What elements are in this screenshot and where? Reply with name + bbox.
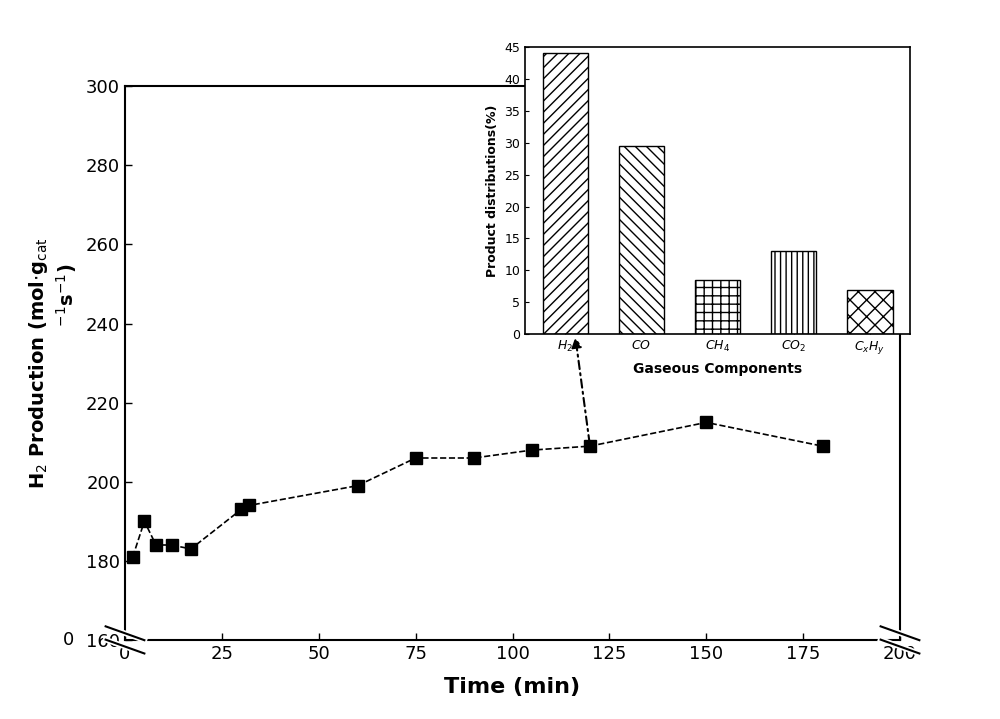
Bar	[771, 251, 816, 334]
Bar	[542, 53, 588, 334]
Bar	[695, 280, 740, 334]
Y-axis label: H$_2$ Production (mol$\cdot$g$_{\mathrm{cat}}$
                    $^{-1}$s$^{-1: H$_2$ Production (mol$\cdot$g$_{\mathrm{…	[27, 237, 79, 489]
X-axis label: Time (min): Time (min)	[444, 677, 581, 697]
Bar	[847, 290, 893, 334]
X-axis label: Gaseous Components: Gaseous Components	[633, 362, 802, 376]
Bar	[619, 146, 664, 334]
Text: 0: 0	[63, 631, 75, 649]
Y-axis label: Product distributions(%): Product distributions(%)	[486, 104, 499, 277]
